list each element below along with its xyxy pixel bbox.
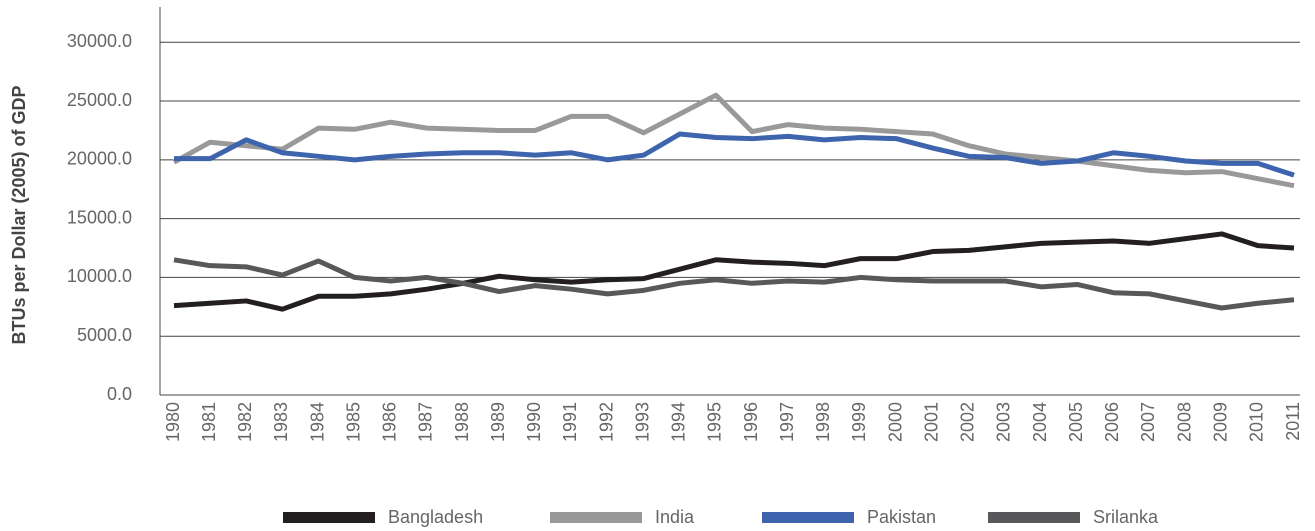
x-tick-label: 1988 <box>452 402 472 442</box>
x-tick-label: 1993 <box>632 402 652 442</box>
x-tick-label: 1992 <box>596 402 616 442</box>
x-tick-label: 1997 <box>777 402 797 442</box>
series-line <box>173 231 1295 312</box>
x-tick-label: 1989 <box>488 402 508 442</box>
x-tick-label: 1980 <box>163 402 183 442</box>
legend-swatch <box>550 512 642 523</box>
x-tick-label: 2004 <box>1030 402 1050 442</box>
series-line <box>172 92 1295 189</box>
series-line <box>174 131 1295 178</box>
x-tick-label: 2005 <box>1066 402 1086 442</box>
y-axis-label: BTUs per Dollar (2005) of GDP <box>9 85 29 344</box>
x-tick-label: 1984 <box>307 402 327 442</box>
legend-label: Srilanka <box>1093 507 1159 527</box>
y-tick-label: 30000.0 <box>67 31 132 51</box>
legend-swatch <box>762 512 854 523</box>
x-tick-label: 2001 <box>921 402 941 442</box>
x-tick-label: 1987 <box>416 402 436 442</box>
x-tick-label: 1982 <box>235 402 255 442</box>
x-tick-label: 2007 <box>1138 402 1158 442</box>
y-tick-label: 0.0 <box>107 384 132 404</box>
x-tick-label: 1986 <box>380 402 400 442</box>
x-tick-label: 2008 <box>1174 402 1194 442</box>
series-line <box>173 257 1295 311</box>
x-tick-label: 2010 <box>1247 402 1267 442</box>
x-tick-label: 1995 <box>705 402 725 442</box>
legend-label: Bangladesh <box>388 507 483 527</box>
legend-label: Pakistan <box>867 507 936 527</box>
y-tick-label: 10000.0 <box>67 266 132 286</box>
legend-label: India <box>655 507 695 527</box>
x-tick-label: 1990 <box>524 402 544 442</box>
x-tick-label: 1994 <box>669 402 689 442</box>
x-tick-label: 2003 <box>994 402 1014 442</box>
x-tick-label: 1999 <box>849 402 869 442</box>
x-tick-label: 1991 <box>560 402 580 442</box>
y-tick-label: 15000.0 <box>67 207 132 227</box>
y-tick-label: 5000.0 <box>77 325 132 345</box>
x-tick-label: 1998 <box>813 402 833 442</box>
legend-swatch <box>988 512 1080 523</box>
y-tick-label: 25000.0 <box>67 90 132 110</box>
x-tick-label: 2000 <box>885 402 905 442</box>
y-tick-label: 20000.0 <box>67 149 132 169</box>
x-tick-label: 1983 <box>271 402 291 442</box>
x-tick-label: 2002 <box>958 402 978 442</box>
legend-swatch <box>283 512 375 523</box>
x-tick-label: 2006 <box>1102 402 1122 442</box>
x-tick-label: 1996 <box>741 402 761 442</box>
x-tick-label: 1981 <box>199 402 219 442</box>
x-tick-label: 2011 <box>1283 402 1303 441</box>
x-tick-label: 1985 <box>343 402 363 442</box>
x-tick-label: 2009 <box>1210 402 1230 442</box>
